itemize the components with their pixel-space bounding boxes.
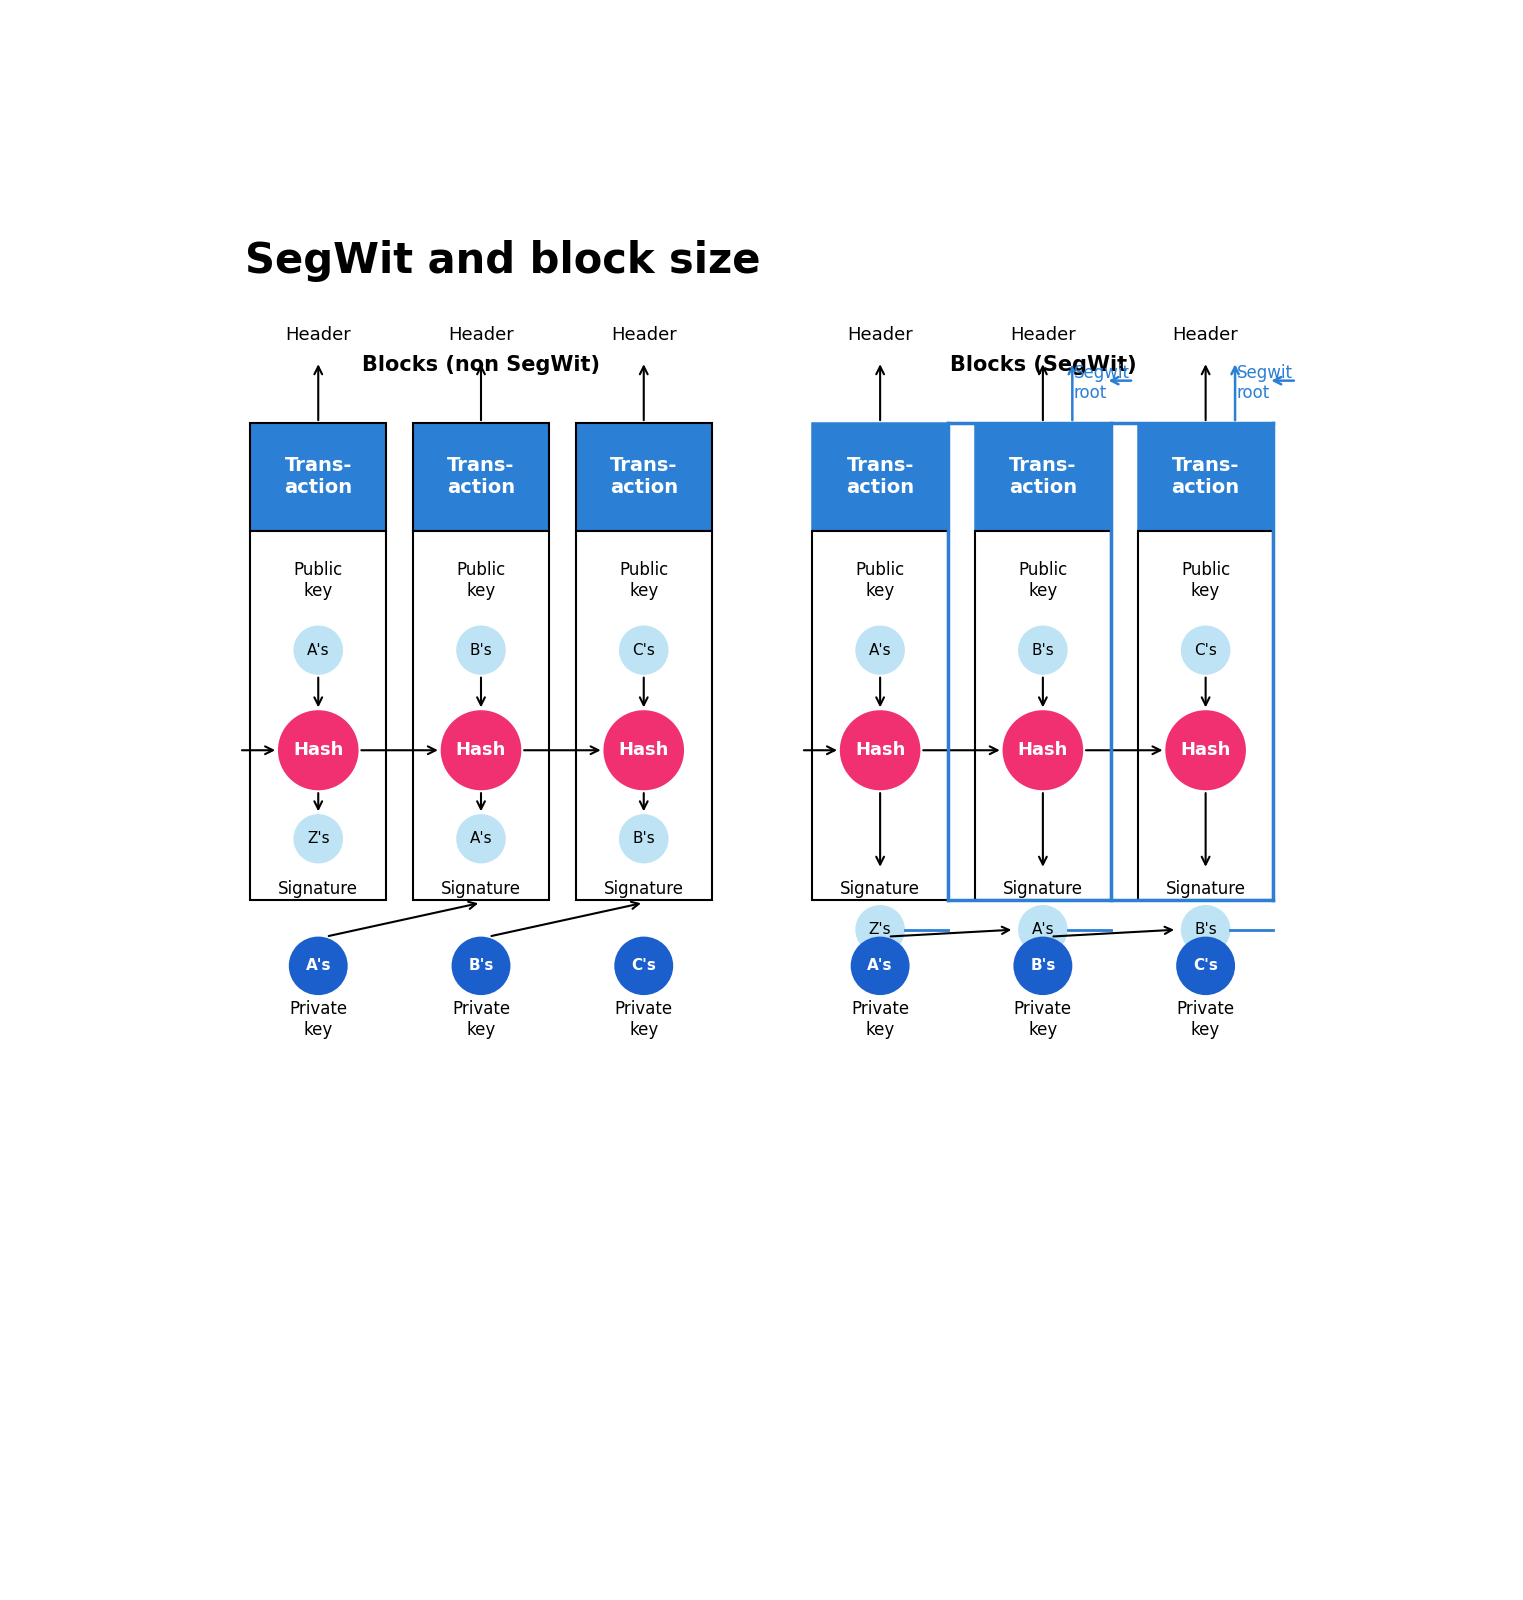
Text: Hash: Hash	[455, 741, 506, 760]
Text: Segwit
root: Segwit root	[1074, 363, 1130, 402]
Text: Private
key: Private key	[1014, 1000, 1072, 1038]
Text: Trans-
action: Trans- action	[609, 456, 678, 498]
Text: Public
key: Public key	[1180, 562, 1231, 600]
Text: Private
key: Private key	[289, 1000, 347, 1038]
Circle shape	[1180, 626, 1231, 675]
Circle shape	[451, 936, 510, 995]
Bar	[1138, 422, 1273, 531]
Bar	[812, 531, 947, 901]
Circle shape	[1165, 710, 1246, 790]
Text: Hash: Hash	[618, 741, 669, 760]
Circle shape	[279, 710, 358, 790]
Text: B's: B's	[1031, 643, 1054, 658]
Text: Private
key: Private key	[851, 1000, 909, 1038]
Circle shape	[618, 814, 669, 864]
Bar	[413, 531, 548, 901]
Bar	[250, 422, 385, 531]
Text: Public
key: Public key	[294, 562, 343, 600]
Circle shape	[603, 710, 684, 790]
Bar	[413, 422, 548, 531]
Text: B's: B's	[1194, 922, 1217, 938]
Text: Z's: Z's	[868, 922, 891, 938]
Circle shape	[457, 814, 506, 864]
Text: A's: A's	[868, 643, 891, 658]
Bar	[250, 531, 385, 901]
Text: Private
key: Private key	[615, 1000, 673, 1038]
Text: A's: A's	[868, 958, 892, 973]
Circle shape	[856, 626, 905, 675]
Text: Header: Header	[285, 326, 352, 344]
Text: Hash: Hash	[1017, 741, 1068, 760]
Bar	[576, 531, 711, 901]
Circle shape	[1002, 710, 1083, 790]
Text: B's: B's	[469, 643, 492, 658]
Text: Private
key: Private key	[452, 1000, 510, 1038]
Text: A's: A's	[469, 832, 492, 846]
Text: Header: Header	[611, 326, 676, 344]
Circle shape	[294, 626, 343, 675]
Text: Public
key: Public key	[856, 562, 905, 600]
Circle shape	[1017, 626, 1068, 675]
Bar	[576, 422, 711, 531]
Circle shape	[457, 626, 506, 675]
Text: Public
key: Public key	[620, 562, 669, 600]
Text: Hash: Hash	[292, 741, 344, 760]
Text: Header: Header	[1010, 326, 1075, 344]
Text: Private
key: Private key	[1177, 1000, 1235, 1038]
Circle shape	[1013, 936, 1072, 995]
Circle shape	[294, 814, 343, 864]
Text: B's: B's	[1030, 958, 1055, 973]
Text: Hash: Hash	[854, 741, 905, 760]
Text: Signature: Signature	[841, 880, 920, 898]
Text: Signature: Signature	[603, 880, 684, 898]
Text: Signature: Signature	[442, 880, 521, 898]
Circle shape	[618, 626, 669, 675]
Text: C's: C's	[632, 643, 655, 658]
Bar	[812, 422, 947, 531]
Text: Z's: Z's	[308, 832, 329, 846]
Text: Trans-
action: Trans- action	[1171, 456, 1240, 498]
Text: Trans-
action: Trans- action	[446, 456, 515, 498]
Text: Header: Header	[847, 326, 912, 344]
Text: Blocks (non SegWit): Blocks (non SegWit)	[362, 355, 600, 376]
Text: C's: C's	[1194, 643, 1217, 658]
Text: Public
key: Public key	[457, 562, 506, 600]
Circle shape	[614, 936, 673, 995]
Bar	[975, 422, 1110, 531]
Text: Hash: Hash	[1180, 741, 1231, 760]
Text: Header: Header	[1173, 326, 1238, 344]
Text: C's: C's	[1193, 958, 1218, 973]
Circle shape	[1180, 906, 1231, 954]
Text: Blocks (SegWit): Blocks (SegWit)	[949, 355, 1136, 376]
Bar	[975, 531, 1110, 901]
Text: A's: A's	[1031, 922, 1054, 938]
Text: Trans-
action: Trans- action	[847, 456, 914, 498]
Circle shape	[1017, 906, 1068, 954]
Text: SegWit and block size: SegWit and block size	[245, 240, 760, 282]
Circle shape	[856, 906, 905, 954]
Circle shape	[839, 710, 920, 790]
Text: Header: Header	[448, 326, 513, 344]
Text: B's: B's	[468, 958, 493, 973]
Text: Signature: Signature	[279, 880, 358, 898]
Circle shape	[1176, 936, 1235, 995]
Text: A's: A's	[308, 643, 329, 658]
Text: B's: B's	[632, 832, 655, 846]
Text: A's: A's	[306, 958, 330, 973]
Circle shape	[289, 936, 347, 995]
Text: Signature: Signature	[1165, 880, 1246, 898]
Text: C's: C's	[632, 958, 656, 973]
Bar	[1138, 531, 1273, 901]
Text: Trans-
action: Trans- action	[1008, 456, 1077, 498]
Text: Trans-
action: Trans- action	[285, 456, 352, 498]
Text: Public
key: Public key	[1019, 562, 1068, 600]
Text: Signature: Signature	[1002, 880, 1083, 898]
Circle shape	[440, 710, 521, 790]
Text: Segwit
root: Segwit root	[1237, 363, 1293, 402]
Circle shape	[851, 936, 909, 995]
